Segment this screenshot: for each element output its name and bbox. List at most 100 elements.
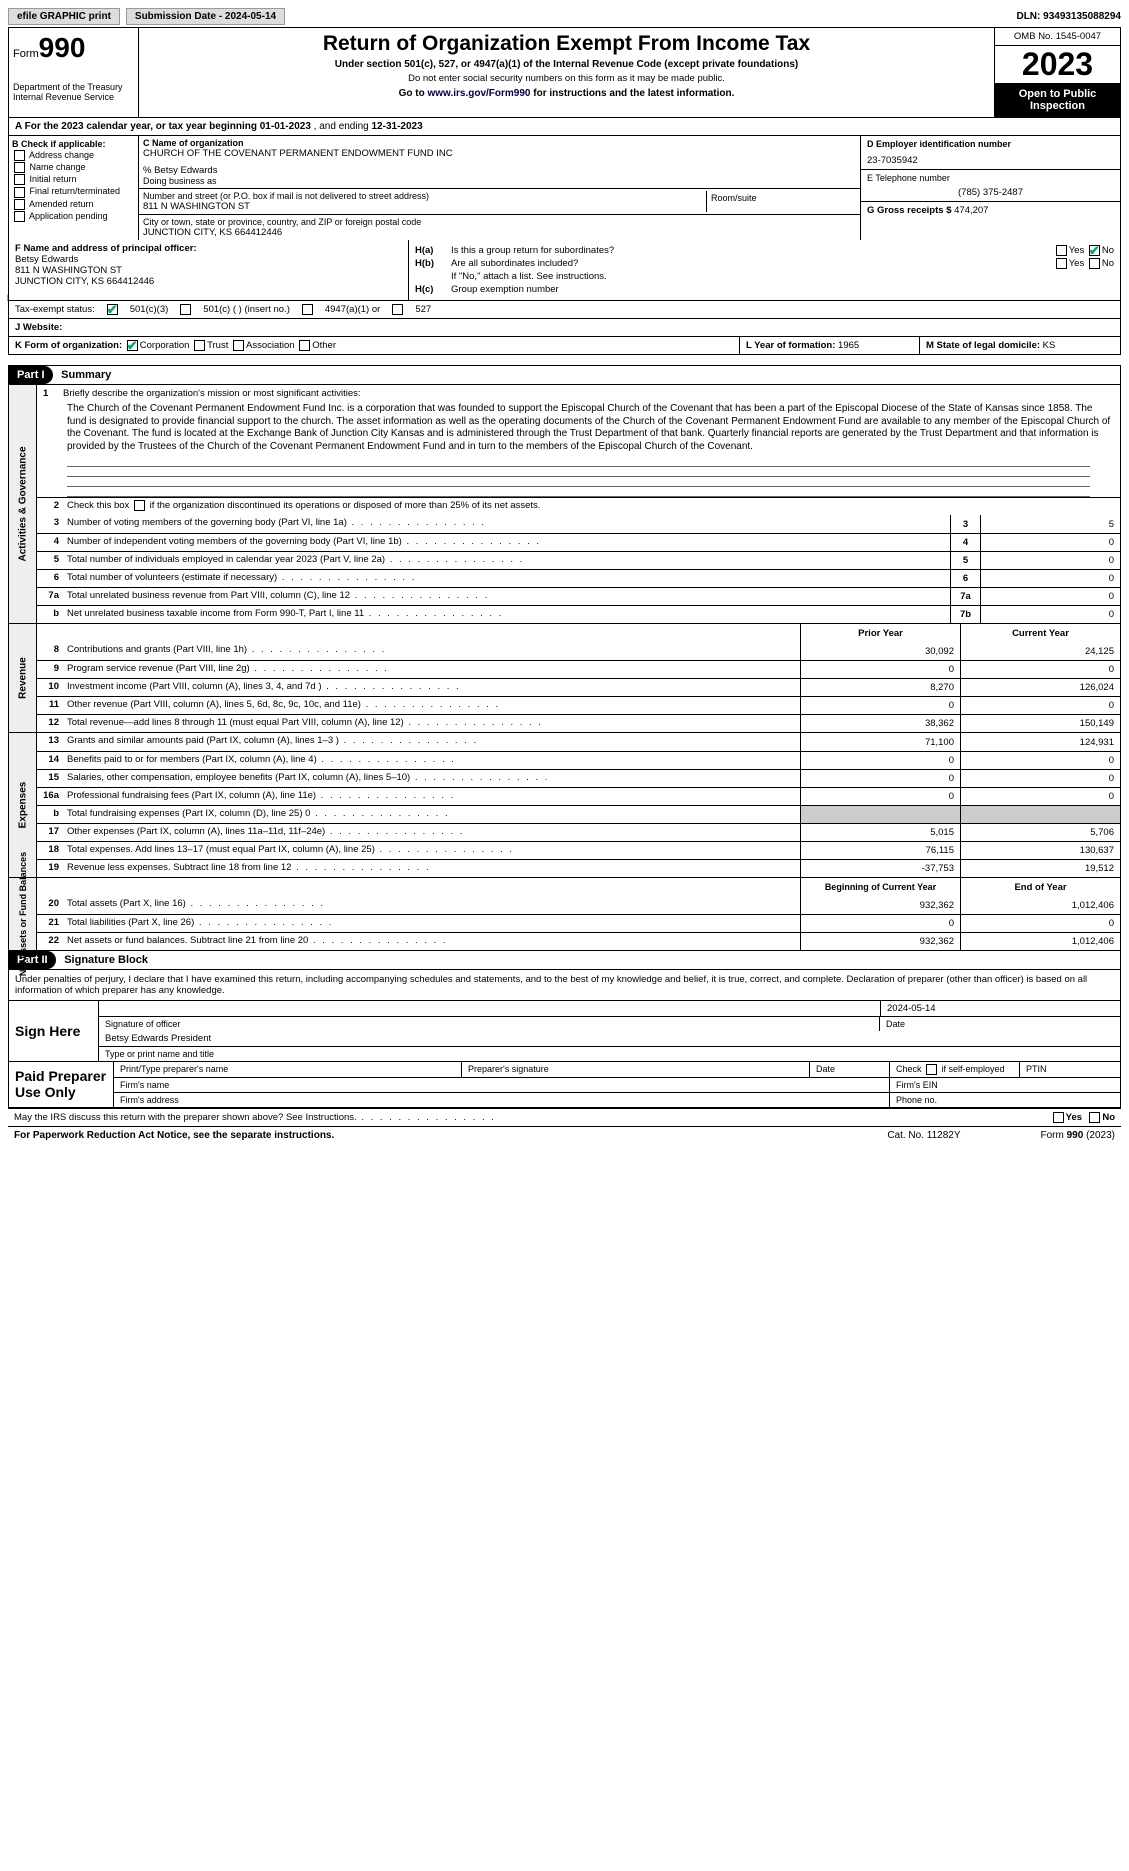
hb-text: Are all subordinates included? <box>451 258 1054 269</box>
line-10-prior: 8,270 <box>800 679 960 696</box>
preparer-sig-hdr: Preparer's signature <box>462 1062 810 1077</box>
line-11-text: Other revenue (Part VIII, column (A), li… <box>63 697 800 714</box>
part-ii-hdr: Part II <box>9 951 56 969</box>
ck-address-change[interactable] <box>14 150 25 161</box>
firm-addr-label: Firm's address <box>114 1092 890 1107</box>
ck-hb-yes[interactable] <box>1056 258 1067 269</box>
line-19-current: 19,512 <box>960 860 1120 877</box>
ck-association[interactable] <box>233 340 244 351</box>
line-13-current: 124,931 <box>960 733 1120 751</box>
line-8-text: Contributions and grants (Part VIII, lin… <box>63 642 800 660</box>
preparer-date-hdr: Date <box>810 1062 890 1077</box>
line-8-current: 24,125 <box>960 642 1120 660</box>
i-label: Tax-exempt status: <box>15 304 95 315</box>
ptin-hdr: PTIN <box>1020 1062 1120 1077</box>
dba-label: Doing business as <box>143 176 856 186</box>
ck-ha-no[interactable] <box>1089 245 1100 256</box>
ck-corporation[interactable] <box>127 340 138 351</box>
ha-text: Is this a group return for subordinates? <box>451 245 1054 256</box>
line-9-current: 0 <box>960 661 1120 678</box>
part-ii-title: Signature Block <box>58 951 154 969</box>
irs-link[interactable]: www.irs.gov/Form990 <box>427 88 530 99</box>
line-5-val: 0 <box>980 552 1120 569</box>
row-a: A For the 2023 calendar year, or tax yea… <box>8 118 1121 136</box>
line-4-box: 4 <box>950 534 980 551</box>
state-domicile: KS <box>1043 340 1056 351</box>
vtab-revenue: Revenue <box>9 624 37 732</box>
paid-preparer-label: Paid Preparer Use Only <box>9 1062 114 1107</box>
self-employed-hdr: Check if self-employed <box>890 1062 1020 1077</box>
line-12-text: Total revenue—add lines 8 through 11 (mu… <box>63 715 800 732</box>
telephone: (785) 375-2487 <box>867 187 1114 198</box>
ck-527[interactable] <box>392 304 403 315</box>
ck-hb-no[interactable] <box>1089 258 1100 269</box>
officer-sign-name: Betsy Edwards President <box>99 1031 1120 1046</box>
line-9-prior: 0 <box>800 661 960 678</box>
ein-label: D Employer identification number <box>867 139 1114 149</box>
officer-name: Betsy Edwards <box>15 254 402 265</box>
cat-no: Cat. No. 11282Y <box>887 1130 960 1141</box>
ck-initial-return[interactable] <box>14 174 25 185</box>
ck-application-pending[interactable] <box>14 211 25 222</box>
omb-number: OMB No. 1545-0047 <box>995 28 1120 46</box>
phone-label: Phone no. <box>890 1092 1120 1107</box>
line-3-text: Number of voting members of the governin… <box>63 515 950 533</box>
hc-text: Group exemption number <box>451 284 1114 295</box>
end-year-hdr: End of Year <box>960 878 1120 896</box>
line-6-val: 0 <box>980 570 1120 587</box>
part-i-title: Summary <box>55 366 117 384</box>
line-22-prior: 932,362 <box>800 933 960 950</box>
line-22-text: Net assets or fund balances. Subtract li… <box>63 933 800 950</box>
tel-label: E Telephone number <box>867 173 1114 183</box>
gross-label: G Gross receipts $ <box>867 205 951 216</box>
line-16a-prior: 0 <box>800 788 960 805</box>
ck-ha-yes[interactable] <box>1056 245 1067 256</box>
ck-501c3[interactable] <box>107 304 118 315</box>
officer-addr2: JUNCTION CITY, KS 664412446 <box>15 276 402 287</box>
efile-print-button[interactable]: efile GRAPHIC print <box>8 8 120 25</box>
line-b-current <box>960 806 1120 823</box>
ck-line2[interactable] <box>134 500 145 511</box>
line-21-current: 0 <box>960 915 1120 932</box>
addr-label: Number and street (or P.O. box if mail i… <box>143 191 706 201</box>
form-number: Form990 <box>13 32 134 64</box>
line-17-text: Other expenses (Part IX, column (A), lin… <box>63 824 800 841</box>
line-21-prior: 0 <box>800 915 960 932</box>
line-4-val: 0 <box>980 534 1120 551</box>
part-i-hdr: Part I <box>9 366 53 384</box>
prior-year-hdr: Prior Year <box>800 624 960 642</box>
line-7a-text: Total unrelated business revenue from Pa… <box>63 588 950 605</box>
ck-discuss-yes[interactable] <box>1053 1112 1064 1123</box>
perjury-text: Under penalties of perjury, I declare th… <box>9 970 1120 1000</box>
ck-trust[interactable] <box>194 340 205 351</box>
instructions-link: Go to www.irs.gov/Form990 for instructio… <box>143 88 990 99</box>
sig-date-label: Date <box>880 1017 1120 1031</box>
ck-501c[interactable] <box>180 304 191 315</box>
line-22-current: 1,012,406 <box>960 933 1120 950</box>
line-12-prior: 38,362 <box>800 715 960 732</box>
line-14-text: Benefits paid to or for members (Part IX… <box>63 752 800 769</box>
ck-name-change[interactable] <box>14 162 25 173</box>
line-9-text: Program service revenue (Part VIII, line… <box>63 661 800 678</box>
line-10-text: Investment income (Part VIII, column (A)… <box>63 679 800 696</box>
ck-self-employed[interactable] <box>926 1064 937 1075</box>
pra-notice: For Paperwork Reduction Act Notice, see … <box>14 1130 887 1141</box>
vtab-governance: Activities & Governance <box>9 385 37 623</box>
line-b-box: 7b <box>950 606 980 623</box>
ck-discuss-no[interactable] <box>1089 1112 1100 1123</box>
ck-4947[interactable] <box>302 304 313 315</box>
ck-other[interactable] <box>299 340 310 351</box>
line-13-text: Grants and similar amounts paid (Part IX… <box>63 733 800 751</box>
line-15-prior: 0 <box>800 770 960 787</box>
form-header: Form990 Department of the Treasury Inter… <box>8 27 1121 118</box>
ck-amended-return[interactable] <box>14 199 25 210</box>
line-20-current: 1,012,406 <box>960 896 1120 914</box>
firm-ein-label: Firm's EIN <box>890 1077 1120 1092</box>
dln: DLN: 93493135088294 <box>1016 11 1121 22</box>
f-label: F Name and address of principal officer: <box>15 243 402 254</box>
ck-final-return[interactable] <box>14 187 25 198</box>
line-18-text: Total expenses. Add lines 13–17 (must eq… <box>63 842 800 859</box>
org-name: CHURCH OF THE COVENANT PERMANENT ENDOWME… <box>143 148 856 159</box>
form-subtitle: Under section 501(c), 527, or 4947(a)(1)… <box>143 59 990 70</box>
line-19-text: Revenue less expenses. Subtract line 18 … <box>63 860 800 877</box>
